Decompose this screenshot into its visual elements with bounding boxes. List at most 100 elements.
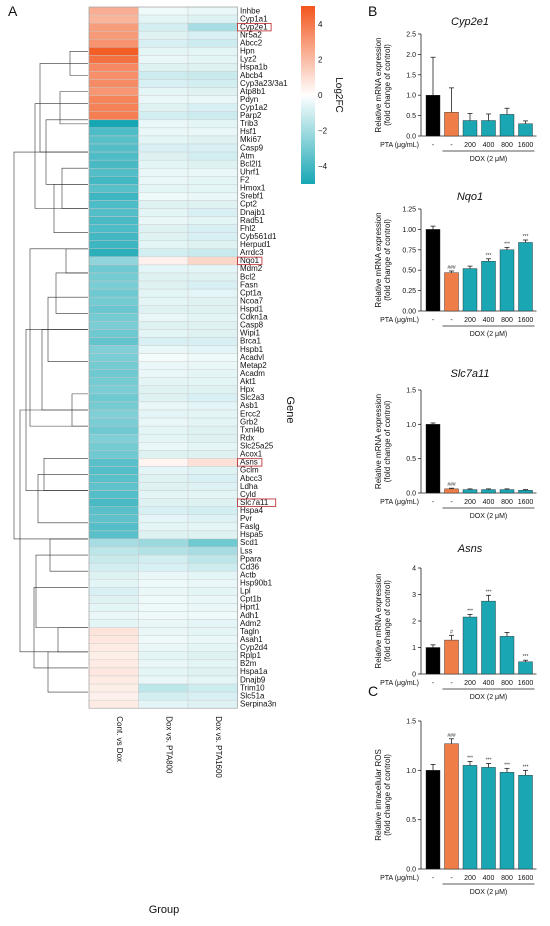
heatmap-cell — [88, 200, 139, 209]
legend-tick-label: 4 — [318, 20, 323, 29]
gene-label: Mdm2 — [240, 264, 263, 273]
heatmap-cell — [138, 151, 189, 161]
gene-label: Hspa1b — [240, 63, 268, 72]
heatmap-cell — [88, 393, 139, 403]
heatmap-cell — [88, 232, 139, 241]
heatmap-cell — [138, 200, 189, 209]
bar — [462, 120, 478, 137]
bar-chart-3: Slc7a11 0.0 0.5 1.0 1.5 Relative mRNA express… — [374, 368, 537, 520]
heatmap-column-label: Dox vs. PTA800 — [164, 716, 173, 774]
heatmap-cell — [187, 579, 238, 588]
y-tick-label: 0.5 — [406, 817, 416, 824]
heatmap-cell — [88, 409, 139, 419]
gene-label: Cyp1a2 — [240, 103, 268, 112]
dendrogram-branch — [13, 151, 88, 540]
y-tick-label: 0.5 — [406, 456, 416, 463]
heatmap-cell — [187, 256, 238, 266]
heatmap-cell — [187, 401, 238, 411]
heatmap-cell — [88, 643, 139, 652]
bar-chart-5: 0.0 0.5 1.0 1.5 Relative intracellular ROS (f… — [374, 719, 537, 896]
heatmap-cell — [88, 425, 139, 435]
heatmap-cell — [138, 587, 189, 596]
significance-mark: # — [450, 629, 453, 635]
x-category-label: - — [450, 680, 453, 687]
chart-title: Cyp2e1 — [451, 16, 489, 28]
dendrogram-branch — [33, 587, 88, 669]
x-category-label: 400 — [483, 142, 495, 149]
x-category-label: - — [432, 499, 435, 506]
heatmap-cell — [138, 313, 189, 322]
heatmap-cell — [138, 47, 189, 56]
y-tick-label: 0.5 — [406, 113, 416, 120]
heatmap-cell — [138, 450, 189, 459]
heatmap-cell — [187, 699, 238, 709]
heatmap-cell — [88, 135, 139, 145]
heatmap-cell — [187, 200, 238, 209]
x-category-label: - — [450, 875, 453, 882]
heatmap-cell — [88, 305, 139, 314]
gene-label: Hspa5 — [240, 530, 264, 539]
significance-mark: ### — [447, 482, 456, 488]
gene-label: Trim10 — [240, 683, 265, 692]
heatmap-cell — [187, 159, 238, 169]
heatmap-cell — [88, 6, 139, 16]
gene-label: Asah1 — [240, 635, 263, 644]
heatmap-cell — [138, 385, 189, 395]
gene-label: Herpud1 — [240, 240, 271, 249]
heatmap-cell — [88, 321, 139, 330]
x-category-label: 1600 — [518, 875, 534, 882]
heatmap-cell — [138, 95, 189, 104]
bar — [444, 639, 459, 675]
gene-label: Acox1 — [240, 450, 263, 459]
heatmap-cell — [187, 6, 238, 16]
heatmap-cell — [138, 401, 189, 411]
heatmap-cell — [88, 55, 139, 64]
gene-label: Uhrf1 — [240, 167, 260, 176]
x-category-label: 1600 — [518, 499, 534, 506]
y-axis-title-units: (fold change of control) — [383, 400, 392, 482]
heatmap-cell — [187, 562, 238, 572]
highlight-box — [237, 458, 263, 467]
heatmap-cell — [88, 490, 139, 499]
bar — [499, 772, 515, 870]
heatmap-cell — [88, 579, 139, 588]
bar — [425, 229, 441, 312]
heatmap-cell — [187, 321, 238, 330]
dendrogram-branch — [65, 248, 88, 274]
group-label: DOX (2 μM) — [470, 156, 507, 163]
y-tick-label: 2 — [412, 619, 416, 626]
heatmap-cell — [88, 506, 139, 515]
heatmap-cell — [88, 699, 139, 709]
gene-label: Serpina3n — [240, 699, 276, 708]
gene-label: Ppara — [240, 554, 262, 563]
gene-label: Cdkn1a — [240, 313, 268, 322]
y-axis-title-units: (fold change of control) — [383, 754, 392, 836]
x-category-label: 400 — [483, 317, 495, 324]
heatmap-cell — [187, 248, 238, 258]
gene-label: Scd1 — [240, 538, 259, 547]
group-label: DOX (2 μM) — [470, 513, 507, 520]
heatmap-cell — [138, 466, 189, 475]
heatmap-cell — [187, 482, 238, 491]
gene-label: Bcl2l1 — [240, 159, 262, 168]
heatmap-cell — [187, 683, 238, 693]
heatmap-cell — [138, 55, 189, 64]
bar-chart-1: Cyp2e1 0.0 0.5 1.0 1.5 2.0 2.5 Relative mRNA ex… — [374, 16, 537, 163]
heatmap-cell — [187, 595, 238, 604]
heatmap-cell — [138, 22, 189, 32]
heatmap-cell — [187, 538, 238, 548]
x-category-label: 400 — [483, 680, 495, 687]
significance-mark: *** — [486, 253, 492, 259]
heatmap-cell — [88, 280, 139, 290]
gene-label: Bcl2 — [240, 272, 256, 281]
gene-label: Rad51 — [240, 216, 264, 225]
dendrogram-branch — [61, 167, 88, 209]
heatmap-cell — [138, 216, 189, 225]
heatmap-cell — [187, 530, 238, 540]
x-category-label: 200 — [464, 317, 476, 324]
y-axis-title-units: (fold change of control) — [383, 44, 392, 126]
gene-label: Cpt1b — [240, 595, 262, 604]
heatmap-cell — [187, 635, 238, 644]
heatmap-cell — [187, 498, 238, 507]
